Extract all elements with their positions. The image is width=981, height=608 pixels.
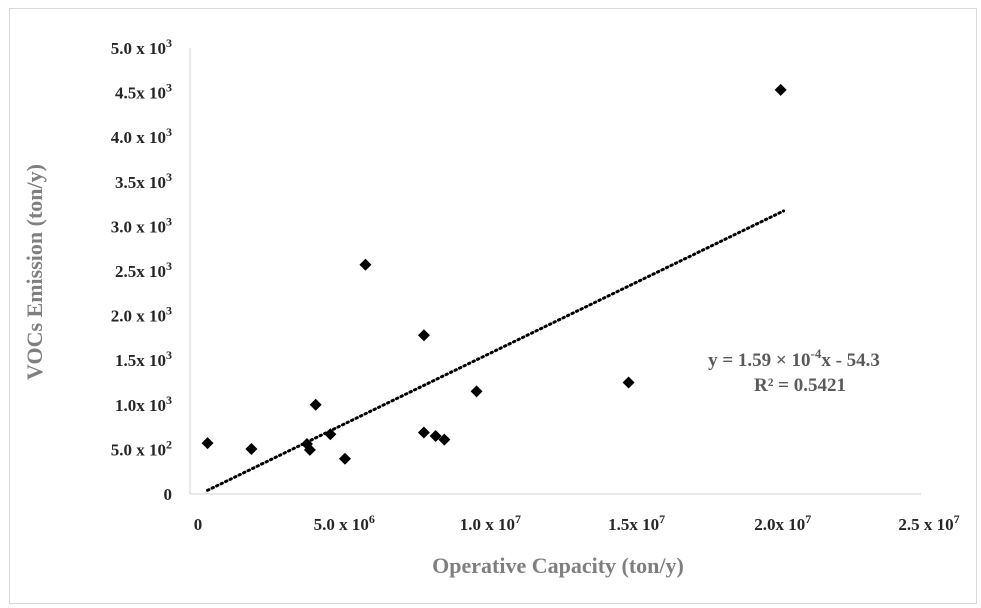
y-tick-label: 1.5x 103 (115, 348, 172, 370)
data-point (470, 385, 483, 398)
y-axis-title: VOCs Emission (ton/y) (22, 164, 47, 380)
data-point (201, 437, 214, 450)
y-tick-label: 3.5x 103 (115, 170, 172, 192)
data-point (359, 258, 372, 271)
y-tick-label: 5.0 x 102 (111, 437, 172, 459)
data-point (417, 329, 430, 342)
x-tick-label: 2.5 x 107 (898, 512, 959, 534)
y-tick-label: 2.5x 103 (115, 259, 172, 281)
data-point (429, 430, 442, 443)
trendline-r2: R² = 0.5421 (754, 375, 846, 396)
x-tick-label: 0 (194, 515, 203, 534)
trendline (206, 209, 786, 492)
axes (189, 48, 921, 495)
data-point (774, 83, 787, 96)
data-point (338, 452, 351, 465)
data-point (622, 376, 635, 389)
data-point (303, 443, 316, 456)
trendline-group (206, 209, 786, 492)
y-tick-labels: 0 5.0 x 102 1.0x 103 1.5x 103 2.0 x 103 2.5x … (111, 36, 172, 504)
data-point (309, 398, 322, 411)
y-tick-label: 4.0 x 103 (111, 125, 172, 147)
x-tick-label: 1.0 x 107 (460, 512, 521, 534)
x-tick-labels: 0 5.0 x 106 1.0 x 107 1.5x 107 2.0x 107 2.5 x… (194, 512, 960, 534)
data-points (201, 83, 787, 465)
data-point (438, 433, 451, 446)
y-tick-label: 5.0 x 103 (111, 36, 172, 58)
trendline-equation: y = 1.59 × 10-4x - 54.3 (708, 346, 880, 371)
x-axis-title: Operative Capacity (ton/y) (432, 553, 684, 578)
x-tick-label: 1.5x 107 (608, 512, 665, 534)
data-point (245, 442, 258, 455)
x-tick-label: 2.0x 107 (754, 512, 811, 534)
data-point (417, 426, 430, 439)
y-tick-label: 4.5x 103 (115, 81, 172, 103)
x-tick-label: 5.0 x 106 (314, 512, 375, 534)
y-tick-label: 1.0x 103 (115, 393, 172, 415)
chart-frame (9, 8, 977, 604)
y-tick-label: 3.0 x 103 (111, 214, 172, 236)
data-point (324, 428, 337, 441)
y-tick-label: 2.0 x 103 (111, 304, 172, 326)
y-tick-label: 0 (164, 485, 173, 504)
